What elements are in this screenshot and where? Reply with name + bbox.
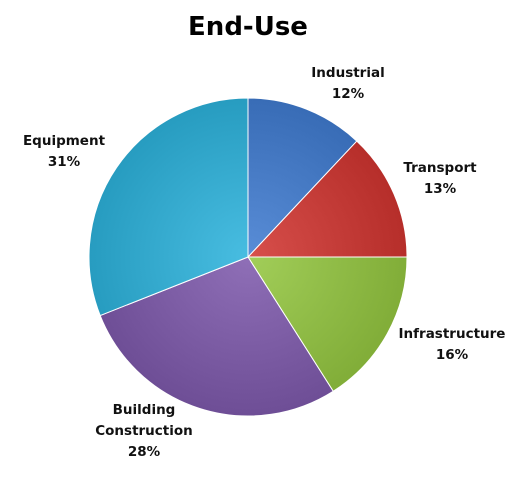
slice-label-equipment: Equipment 31% — [23, 133, 106, 170]
pie-slices — [88, 97, 408, 417]
slice-labels: Industrial 12% Transport 13% Infrastructure 1… — [23, 65, 506, 460]
slice-label-transport: Transport 13% — [403, 160, 477, 197]
pie-slice-equipment — [88, 97, 249, 317]
slice-label-industrial: Industrial 12% — [311, 65, 384, 102]
chart-title: End-Use — [188, 12, 308, 42]
pie-slice-transport — [246, 140, 408, 258]
pie-slice-industrial — [247, 97, 358, 259]
slice-label-infrastructure: Infrastructure 16% — [399, 326, 506, 363]
pie-slice-infrastructure — [247, 256, 408, 392]
slice-label-building-construction: Building Construction 28% — [95, 402, 193, 460]
pie-slice-building-construction — [99, 256, 334, 417]
